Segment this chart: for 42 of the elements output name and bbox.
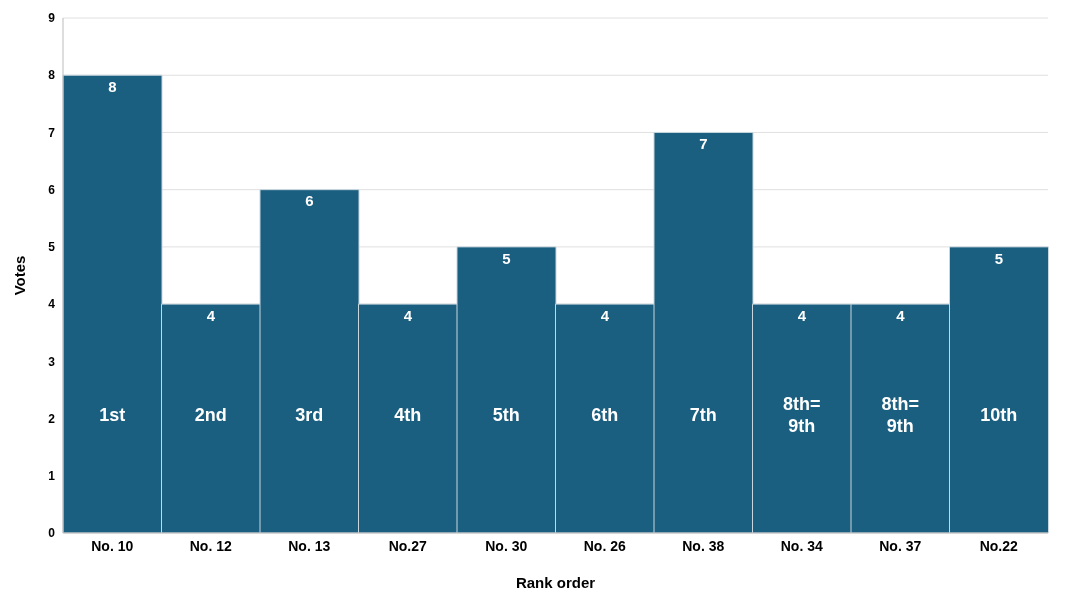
y-tick-label: 1	[48, 469, 56, 484]
data-label: 5	[502, 249, 511, 267]
annotation: 5th	[492, 404, 520, 425]
x-tick-label: No. 26	[583, 537, 626, 554]
annotation: 8th= 9th	[881, 393, 920, 436]
annotation: 7th	[689, 404, 717, 425]
y-tick-label: 9	[48, 11, 56, 26]
data-label: 8	[108, 77, 117, 95]
x-tick-label: No. 34	[780, 537, 823, 554]
x-tick-label: No. 13	[288, 537, 331, 554]
data-label: 6	[305, 192, 314, 210]
data-label: 4	[600, 306, 610, 324]
x-tick-label: No. 37	[879, 537, 922, 554]
y-tick-label: 0	[48, 526, 56, 541]
y-tick-label: 6	[48, 182, 56, 197]
annotation: 10th	[980, 404, 1018, 425]
data-label: 5	[994, 249, 1004, 267]
y-tick-label: 2	[48, 411, 56, 426]
y-tick-label: 5	[48, 240, 56, 255]
data-label: 4	[403, 306, 413, 324]
annotation: 3rd	[295, 404, 324, 425]
x-tick-label: No. 10	[91, 537, 134, 554]
data-label: 4	[896, 306, 906, 324]
annotation: 8th= 9th	[782, 393, 821, 436]
data-label: 7	[699, 135, 708, 153]
y-tick-label: 7	[48, 125, 56, 140]
x-tick-label: No.22	[979, 537, 1019, 554]
annotation: 2nd	[194, 404, 227, 425]
data-label: 4	[797, 306, 807, 324]
y-axis-title: Votes	[11, 255, 29, 296]
annotation: 6th	[591, 404, 619, 425]
x-tick-label: No.27	[388, 537, 428, 554]
y-tick-label: 8	[48, 68, 56, 83]
x-tick-label: No. 38	[682, 537, 725, 554]
x-axis-title: Rank order	[515, 574, 596, 591]
y-tick-label: 4	[48, 297, 56, 312]
annotation: 4th	[394, 404, 422, 425]
annotation: 1st	[99, 404, 126, 425]
x-tick-label: No. 30	[485, 537, 528, 554]
y-tick-label: 3	[48, 354, 56, 369]
data-label: 4	[206, 306, 216, 324]
x-tick-label: No. 12	[189, 537, 232, 554]
